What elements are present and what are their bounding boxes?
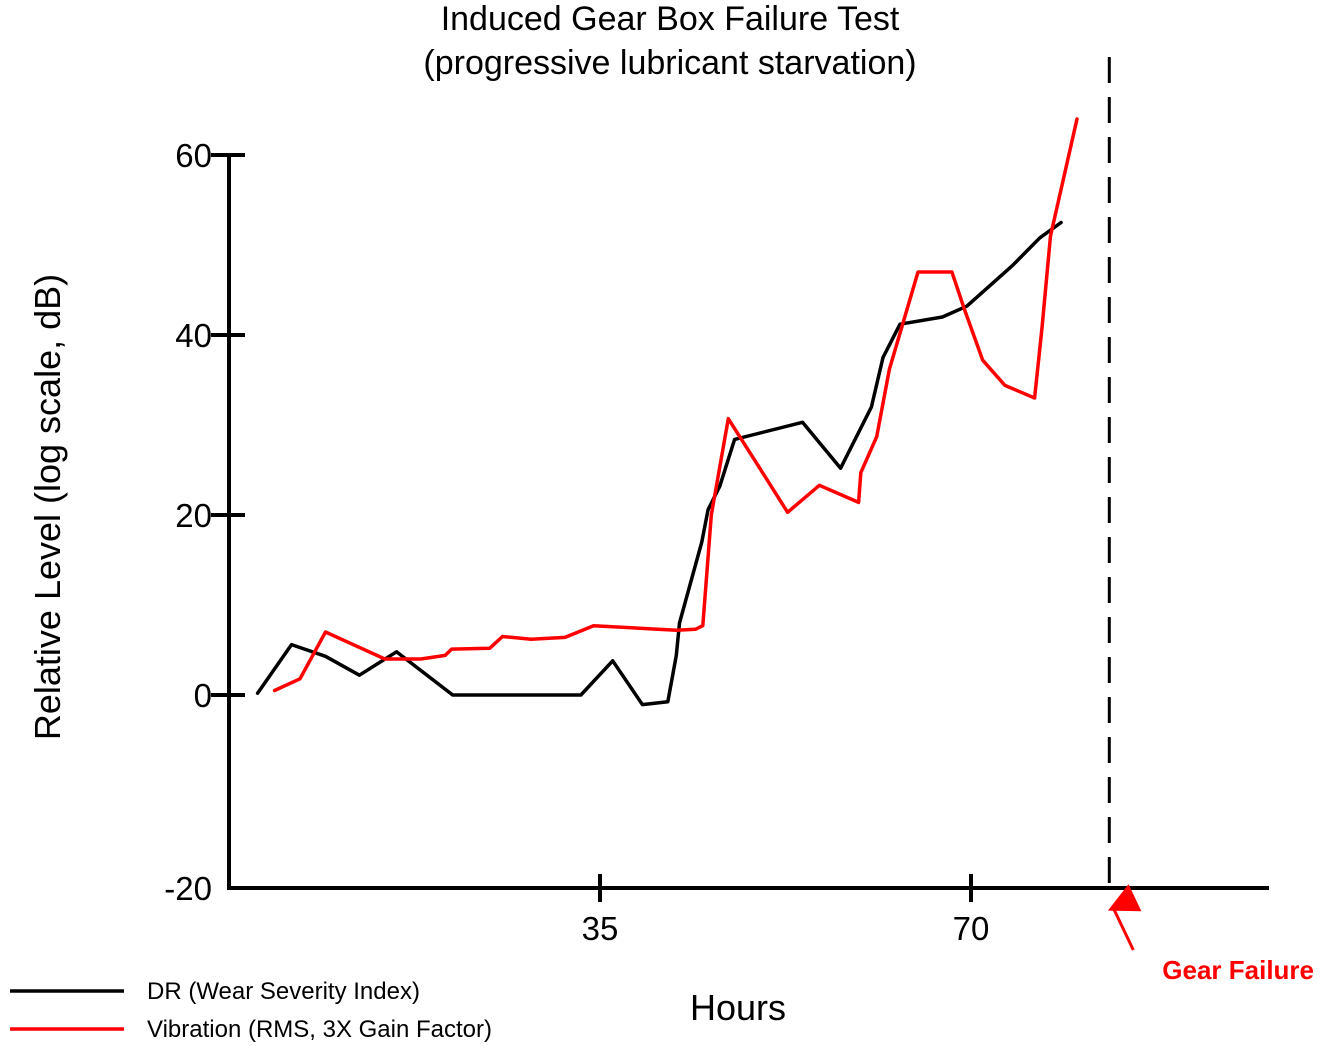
y-axis-label: Relative Level (log scale, dB) — [27, 274, 68, 740]
y-tick-label: 0 — [194, 677, 212, 714]
legend-label-vibration: Vibration (RMS, 3X Gain Factor) — [147, 1016, 492, 1043]
legend-label-dr: DR (Wear Severity Index) — [147, 978, 420, 1005]
y-tick-label: 20 — [175, 497, 212, 534]
x-axis-label: Hours — [690, 987, 786, 1028]
series-line-dr — [255, 220, 1063, 707]
x-ticks: 35 70 — [582, 874, 990, 947]
annotations: Gear Failure — [1107, 57, 1314, 985]
y-tick-label: 60 — [175, 137, 212, 174]
x-tick-label: 70 — [953, 910, 990, 947]
x-tick-label: 35 — [582, 910, 619, 947]
y-tick-label: -20 — [164, 870, 212, 907]
gear-failure-arrow — [1107, 884, 1142, 951]
series-group — [255, 117, 1079, 707]
y-ticks: 60 40 20 0 -20 — [164, 137, 245, 907]
y-tick-label: 40 — [175, 317, 212, 354]
chart-subtitle: (progressive lubricant starvation) — [423, 44, 916, 82]
gear-failure-label: Gear Failure — [1162, 955, 1314, 985]
legend: DR (Wear Severity Index) Vibration (RMS,… — [10, 978, 492, 1043]
series-line-vibration — [272, 117, 1079, 693]
chart-title: Induced Gear Box Failure Test — [441, 0, 900, 38]
